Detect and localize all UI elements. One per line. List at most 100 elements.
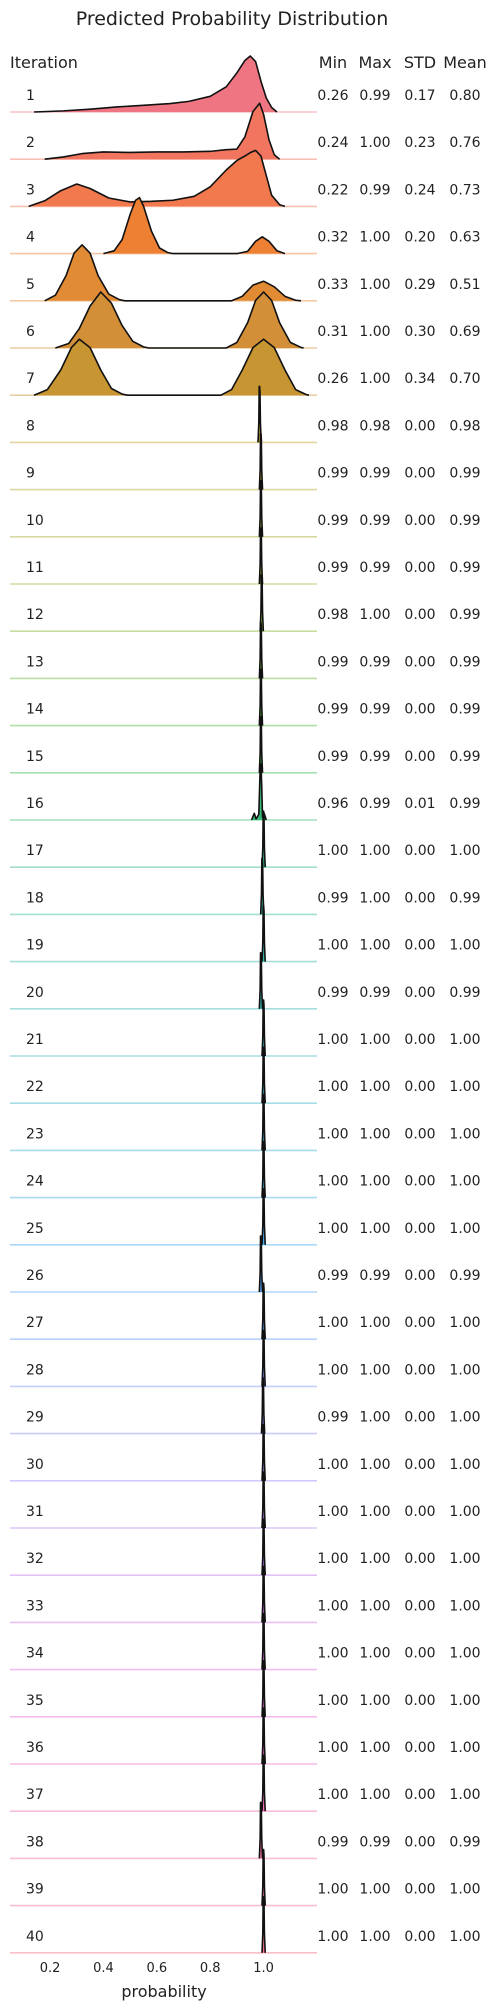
stat-std: 0.30 [404,324,435,340]
stat-min: 0.99 [317,1268,348,1284]
ridge-outline [261,1329,267,1387]
iteration-label: 17 [26,843,44,859]
x-tick-label: 0.8 [200,1961,221,1976]
ridge-outline [261,1896,267,1953]
stat-mean: 1.00 [449,1504,480,1520]
stat-std: 0.24 [404,182,435,198]
iteration-label: 14 [26,702,44,718]
stat-max: 1.00 [359,938,390,954]
stat-mean: 0.73 [449,182,480,198]
ridge-outline [103,196,286,255]
stat-mean: 0.76 [449,135,480,151]
stat-max: 0.99 [359,182,390,198]
stat-mean: 0.69 [449,324,480,340]
stat-max: 1.00 [359,1315,390,1331]
stat-max: 1.00 [359,1693,390,1709]
stat-max: 1.00 [359,890,390,906]
stat-min: 0.99 [317,702,348,718]
stat-max: 0.99 [359,466,390,482]
ridge-fill [103,197,285,254]
ridge-fill [44,244,301,301]
iteration-label: 8 [26,418,35,434]
iteration-label: 22 [26,1079,44,1095]
iteration-label: 3 [26,182,35,198]
stat-mean: 0.63 [449,230,480,246]
stat-min: 0.26 [317,371,348,387]
iteration-label: 30 [26,1457,44,1473]
stat-max: 1.00 [359,277,390,293]
ridge-outline [261,1848,267,1906]
stat-std: 0.00 [404,513,435,529]
stat-mean: 0.99 [449,749,480,765]
stat-std: 0.00 [404,749,435,765]
stat-min: 0.32 [317,230,348,246]
stat-max: 0.99 [359,749,390,765]
iteration-label: 2 [26,135,35,151]
iteration-label: 38 [26,1834,44,1850]
stat-max: 1.00 [359,371,390,387]
stat-std: 0.01 [404,796,435,812]
iteration-label: 33 [26,1598,44,1614]
stat-max: 1.00 [359,1174,390,1190]
stat-mean: 0.99 [449,890,480,906]
stat-std: 0.00 [404,1834,435,1850]
stat-mean: 1.00 [449,1693,480,1709]
iteration-label: 4 [26,230,35,246]
ridge-outline [261,1424,267,1481]
stat-std: 0.00 [404,1693,435,1709]
stat-mean: 0.99 [449,1268,480,1284]
ridge-outline [261,999,267,1057]
stat-std: 0.34 [404,371,435,387]
stat-max: 0.99 [359,796,390,812]
stat-min: 0.31 [317,324,348,340]
stat-std: 0.00 [404,466,435,482]
stat-min: 1.00 [317,938,348,954]
stat-mean: 1.00 [449,1740,480,1756]
iteration-label: 13 [26,654,44,670]
ridge-outline [261,1707,267,1765]
iteration-label: 40 [26,1929,44,1945]
ridge-outline [55,291,304,349]
stat-min: 1.00 [317,1457,348,1473]
stat-min: 1.00 [317,1693,348,1709]
stat-mean: 1.00 [449,1551,480,1567]
stat-max: 1.00 [359,843,390,859]
stat-min: 1.00 [317,843,348,859]
ridges-group: 1 0.26 0.99 0.17 0.80 2 0.24 1.00 0.23 0.76 3 0.22 0… [10,55,481,1954]
stat-min: 0.98 [317,607,348,623]
iteration-label: 1 [26,88,35,104]
ridge-outline [259,574,265,632]
stat-min: 1.00 [317,1929,348,1945]
iteration-label: 7 [26,371,35,387]
min-header: Min [319,53,347,72]
stat-mean: 1.00 [449,1221,480,1237]
ridge-outline [261,1046,267,1104]
stat-std: 0.00 [404,1929,435,1945]
stat-std: 0.00 [404,1315,435,1331]
stat-mean: 1.00 [449,1598,480,1614]
stat-max: 0.99 [359,1834,390,1850]
stat-mean: 0.99 [449,796,480,812]
stat-std: 0.00 [404,938,435,954]
stat-mean: 1.00 [449,1457,480,1473]
ridge-outline [258,1801,264,1859]
iteration-label: 6 [26,324,35,340]
iteration-label: 15 [26,749,44,765]
stat-min: 0.99 [317,985,348,1001]
ridge-outline [261,1282,267,1340]
x-tick-label: 0.4 [93,1961,114,1976]
stat-mean: 0.99 [449,560,480,576]
stat-min: 0.99 [317,654,348,670]
stat-std: 0.00 [404,1079,435,1095]
stat-min: 1.00 [317,1882,348,1898]
stat-max: 1.00 [359,1126,390,1142]
iteration-label: 11 [26,560,44,576]
ridge-outline [261,1754,267,1812]
stat-std: 0.00 [404,654,435,670]
stat-mean: 1.00 [449,1174,480,1190]
stat-mean: 1.00 [449,1315,480,1331]
stat-max: 0.99 [359,88,390,104]
stat-std: 0.17 [404,88,435,104]
ridge-outline [261,1612,267,1670]
